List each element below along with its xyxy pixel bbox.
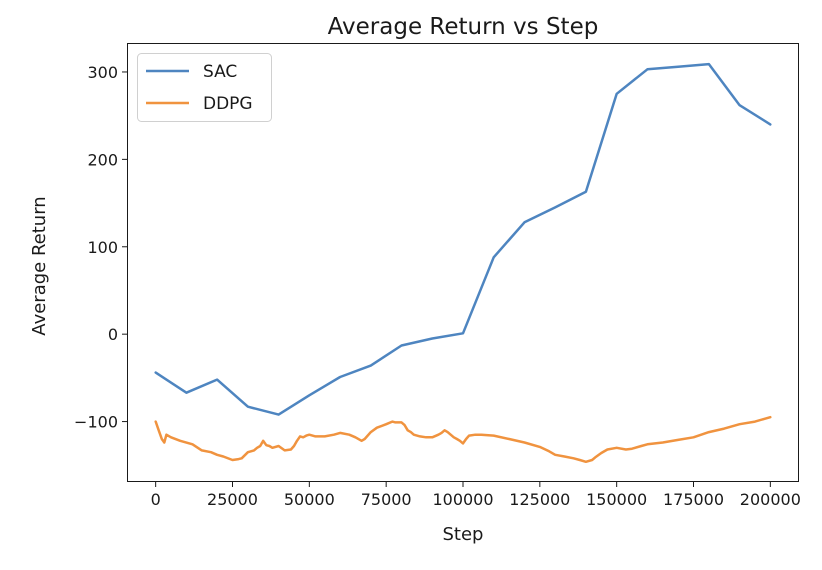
x-tick-label: 25000 <box>207 490 258 509</box>
legend-label-sac: SAC <box>203 62 237 82</box>
x-axis-label: Step <box>443 524 484 545</box>
x-tick-label: 0 <box>151 490 161 509</box>
x-tick-label: 175000 <box>663 490 724 509</box>
legend-label-ddpg: DDPG <box>203 94 253 114</box>
axis-ticks: 0 25000 50000 75000 100000 125000 150000 175000… <box>74 63 801 509</box>
y-axis-label: Average Return <box>29 196 50 335</box>
x-tick-label: 125000 <box>509 490 570 509</box>
x-tick-label: 50000 <box>284 490 335 509</box>
legend: SAC DDPG <box>137 53 272 122</box>
y-tick-label: −100 <box>74 413 118 432</box>
y-tick-label: 100 <box>87 238 118 257</box>
series-line-ddpg <box>154 415 772 464</box>
chart-title: Average Return vs Step <box>328 14 599 40</box>
y-tick-label: 200 <box>87 150 118 169</box>
plot-series <box>154 62 772 464</box>
series-line-sac <box>154 62 772 416</box>
x-tick-label: 100000 <box>432 490 493 509</box>
x-tick-label: 75000 <box>361 490 412 509</box>
x-tick-label: 200000 <box>740 490 801 509</box>
plot-frame <box>127 43 799 482</box>
x-tick-label: 150000 <box>586 490 647 509</box>
y-tick-label: 0 <box>108 325 118 344</box>
y-tick-label: 300 <box>87 63 118 82</box>
